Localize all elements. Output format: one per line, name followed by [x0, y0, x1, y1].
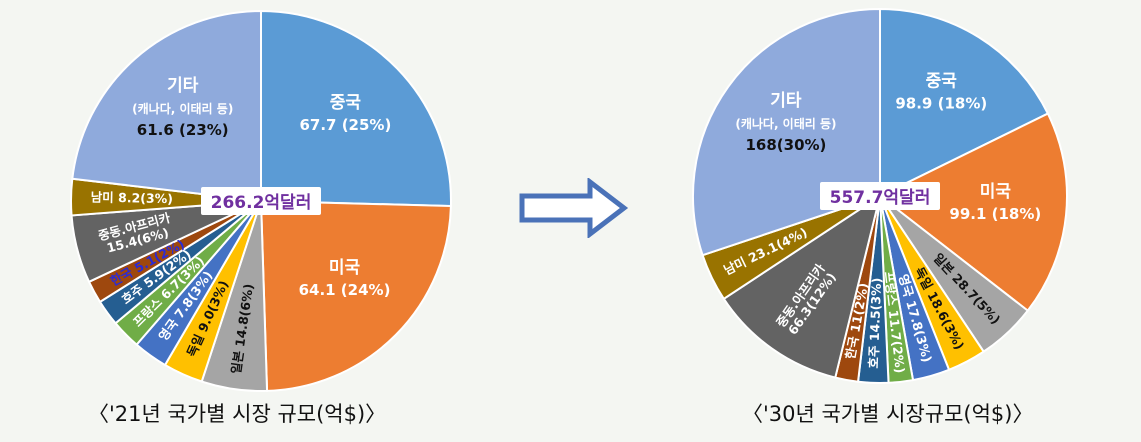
slice-label-china: 중국 98.9 (18%): [895, 72, 987, 113]
pie-slice-middle-east-africa: [722, 193, 882, 379]
slice-label-australia: 호주 14.5(3%): [865, 277, 883, 368]
center-total-label: 557.7억달러: [830, 187, 931, 208]
pie-slice-others: [71, 9, 262, 203]
center-total-label: 266.2억달러: [211, 192, 312, 213]
caption-2021: 〈'21년 국가별 시장 규모(억$)〉: [88, 402, 387, 426]
center-label-box: [201, 187, 321, 215]
pie-slice-usa: [259, 199, 452, 392]
pie-chart-2021: 중국 67.7 (25%)미국 64.1 (24%)일본 14.8(6%)독일 9.…: [70, 9, 452, 392]
pie-slice-usa: [878, 112, 1068, 313]
slice-label-south-america: 남미 8.2(3%): [91, 189, 173, 206]
slice-label-usa: 미국 64.1 (24%): [299, 258, 391, 299]
slice-label-others: 기타 (캐나다, 이태리 등) 61.6 (23%): [132, 76, 233, 139]
pie-slice-china: [260, 9, 452, 208]
center-label-box: [820, 182, 940, 210]
right-arrow-icon: [519, 178, 629, 238]
pie-slice-china: [879, 7, 1050, 198]
caption-2030: 〈'30년 국가별 시장규모(억$)〉: [742, 402, 1034, 426]
pie-chart-2030: 중국 98.9 (18%)미국 99.1 (18%)일본 28.7(5%)독일 18…: [692, 7, 1068, 385]
slice-label-others: 기타 (캐나다, 이태리 등) 168(30%): [735, 91, 836, 154]
slice-label-china: 중국 67.7 (25%): [299, 93, 391, 134]
slice-label-usa: 미국 99.1 (18%): [949, 182, 1041, 223]
